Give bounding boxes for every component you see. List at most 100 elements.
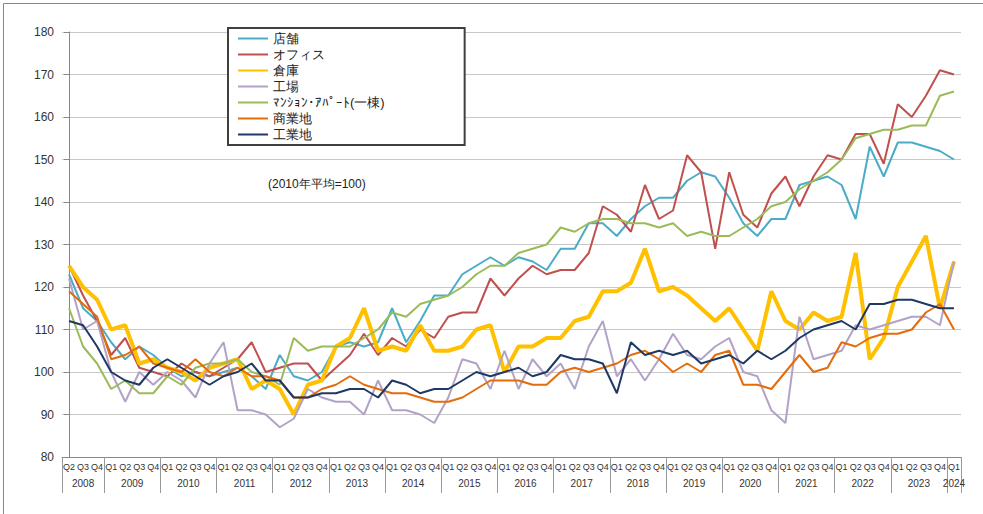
svg-text:Q2: Q2 — [344, 462, 356, 472]
svg-text:Q2: Q2 — [456, 462, 468, 472]
svg-text:Q3: Q3 — [583, 462, 595, 472]
svg-text:Q1: Q1 — [948, 462, 960, 472]
svg-text:Q3: Q3 — [246, 462, 258, 472]
svg-text:(2010年平均=100): (2010年平均=100) — [268, 177, 366, 191]
svg-text:2008: 2008 — [72, 478, 95, 489]
svg-text:Q1: Q1 — [611, 462, 623, 472]
svg-text:Q4: Q4 — [91, 462, 103, 472]
svg-text:Q4: Q4 — [260, 462, 272, 472]
svg-text:Q1: Q1 — [667, 462, 679, 472]
svg-text:Q3: Q3 — [470, 462, 482, 472]
svg-text:Q1: Q1 — [723, 462, 735, 472]
svg-text:Q1: Q1 — [836, 462, 848, 472]
svg-text:オフィス: オフィス — [273, 47, 325, 62]
svg-text:100: 100 — [34, 365, 54, 379]
svg-text:Q4: Q4 — [541, 462, 553, 472]
svg-text:Q2: Q2 — [737, 462, 749, 472]
svg-text:Q4: Q4 — [597, 462, 609, 472]
svg-text:Q1: Q1 — [218, 462, 230, 472]
svg-text:工場: 工場 — [273, 79, 299, 94]
svg-text:Q2: Q2 — [400, 462, 412, 472]
svg-text:Q2: Q2 — [906, 462, 918, 472]
svg-text:180: 180 — [34, 25, 54, 39]
svg-text:Q1: Q1 — [330, 462, 342, 472]
svg-text:Q3: Q3 — [358, 462, 370, 472]
svg-text:Q1: Q1 — [779, 462, 791, 472]
svg-text:Q4: Q4 — [484, 462, 496, 472]
svg-text:Q2: Q2 — [681, 462, 693, 472]
svg-text:工業地: 工業地 — [273, 127, 312, 142]
svg-text:2021: 2021 — [795, 478, 818, 489]
svg-text:2020: 2020 — [739, 478, 762, 489]
svg-text:Q2: Q2 — [850, 462, 862, 472]
svg-text:Q3: Q3 — [414, 462, 426, 472]
svg-text:店舗: 店舗 — [273, 31, 299, 46]
svg-text:Q3: Q3 — [77, 462, 89, 472]
svg-text:140: 140 — [34, 195, 54, 209]
svg-text:Q4: Q4 — [147, 462, 159, 472]
svg-text:Q2: Q2 — [175, 462, 187, 472]
svg-text:2014: 2014 — [402, 478, 425, 489]
svg-text:Q1: Q1 — [892, 462, 904, 472]
svg-text:Q1: Q1 — [161, 462, 173, 472]
svg-text:Q4: Q4 — [316, 462, 328, 472]
svg-text:130: 130 — [34, 238, 54, 252]
svg-text:Q2: Q2 — [625, 462, 637, 472]
svg-text:ﾏﾝｼｮﾝ･ｱﾊﾟｰﾄ(一棟): ﾏﾝｼｮﾝ･ｱﾊﾟｰﾄ(一棟) — [273, 95, 385, 110]
svg-text:Q3: Q3 — [527, 462, 539, 472]
svg-text:Q4: Q4 — [822, 462, 834, 472]
svg-text:Q4: Q4 — [765, 462, 777, 472]
svg-text:2017: 2017 — [571, 478, 594, 489]
svg-text:Q3: Q3 — [920, 462, 932, 472]
svg-text:Q3: Q3 — [189, 462, 201, 472]
svg-text:Q4: Q4 — [653, 462, 665, 472]
svg-text:120: 120 — [34, 280, 54, 294]
svg-text:Q4: Q4 — [203, 462, 215, 472]
svg-text:Q1: Q1 — [555, 462, 567, 472]
svg-text:Q1: Q1 — [498, 462, 510, 472]
svg-text:Q2: Q2 — [513, 462, 525, 472]
svg-text:2024: 2024 — [943, 478, 966, 489]
svg-text:2010: 2010 — [177, 478, 200, 489]
svg-text:2009: 2009 — [121, 478, 144, 489]
svg-text:150: 150 — [34, 153, 54, 167]
svg-text:Q2: Q2 — [288, 462, 300, 472]
svg-text:Q3: Q3 — [695, 462, 707, 472]
svg-text:Q4: Q4 — [934, 462, 946, 472]
svg-text:2018: 2018 — [627, 478, 650, 489]
svg-text:Q3: Q3 — [864, 462, 876, 472]
svg-text:Q1: Q1 — [386, 462, 398, 472]
svg-text:2023: 2023 — [908, 478, 931, 489]
svg-text:Q4: Q4 — [878, 462, 890, 472]
svg-text:2013: 2013 — [346, 478, 369, 489]
svg-text:Q2: Q2 — [119, 462, 131, 472]
svg-text:Q1: Q1 — [105, 462, 117, 472]
svg-text:Q3: Q3 — [302, 462, 314, 472]
svg-text:Q3: Q3 — [639, 462, 651, 472]
svg-text:Q3: Q3 — [808, 462, 820, 472]
svg-text:110: 110 — [35, 323, 54, 337]
svg-text:Q2: Q2 — [63, 462, 75, 472]
svg-text:Q2: Q2 — [569, 462, 581, 472]
svg-text:2012: 2012 — [290, 478, 313, 489]
svg-text:90: 90 — [41, 408, 55, 422]
svg-text:2015: 2015 — [458, 478, 481, 489]
svg-text:Q4: Q4 — [372, 462, 384, 472]
svg-text:2016: 2016 — [514, 478, 537, 489]
svg-text:Q2: Q2 — [232, 462, 244, 472]
svg-text:170: 170 — [34, 68, 54, 82]
svg-text:倉庫: 倉庫 — [273, 63, 299, 78]
svg-text:商業地: 商業地 — [273, 111, 312, 126]
svg-text:2019: 2019 — [683, 478, 706, 489]
svg-text:2022: 2022 — [852, 478, 875, 489]
svg-text:Q4: Q4 — [428, 462, 440, 472]
svg-text:Q2: Q2 — [793, 462, 805, 472]
svg-text:Q3: Q3 — [133, 462, 145, 472]
svg-text:Q1: Q1 — [442, 462, 454, 472]
svg-text:Q4: Q4 — [709, 462, 721, 472]
svg-text:Q1: Q1 — [274, 462, 286, 472]
svg-text:80: 80 — [41, 450, 55, 464]
svg-text:Q3: Q3 — [751, 462, 763, 472]
svg-text:2011: 2011 — [234, 478, 256, 489]
svg-text:160: 160 — [34, 110, 54, 124]
